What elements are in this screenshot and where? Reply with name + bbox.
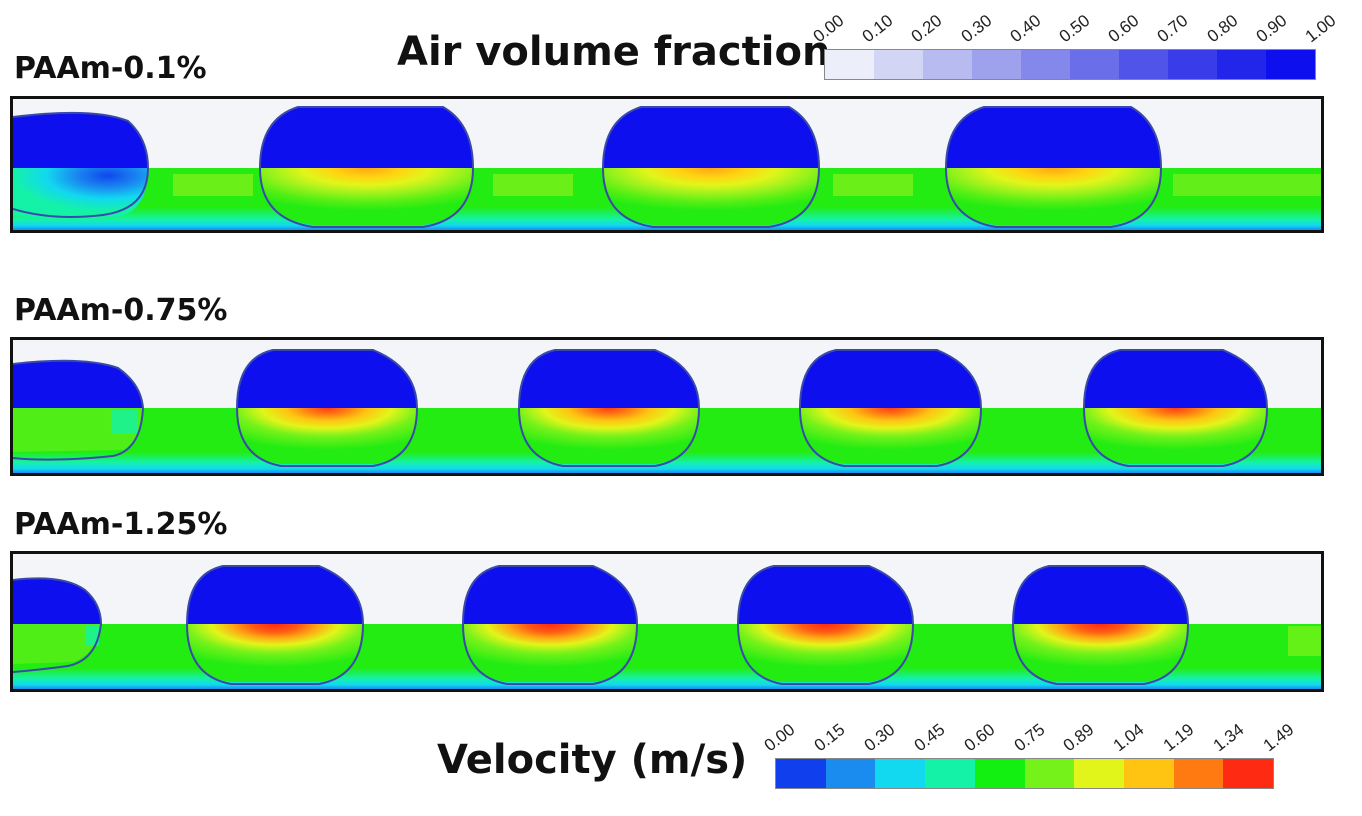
air-volume-fraction-swatch (1070, 50, 1119, 79)
air-volume-fraction-tick-label: 0.20 (908, 10, 946, 47)
air-volume-fraction-tick-label: 0.80 (1203, 10, 1242, 47)
air-volume-fraction-swatch (874, 50, 923, 79)
air-volume-fraction-tick-label: 0.60 (1104, 10, 1143, 47)
simulation-panel-paam-0-1 (10, 96, 1324, 233)
air-volume-fraction-tick-label: 0.40 (1006, 10, 1045, 47)
air-volume-fraction-swatch (1119, 50, 1168, 79)
velocity-tick-label: 1.04 (1109, 719, 1148, 756)
air-volume-fraction-swatch (1168, 50, 1217, 79)
velocity-tick-label: 0.30 (860, 719, 899, 756)
velocity-colorbar (775, 758, 1274, 789)
air-volume-fraction-tick-label: 0.50 (1055, 10, 1094, 47)
air-volume-fraction-title: Air volume fraction (397, 29, 831, 75)
velocity-tick-label: 0.89 (1060, 719, 1098, 756)
velocity-swatch (875, 759, 926, 788)
air-volume-fraction-swatch (1217, 50, 1266, 79)
panel-label-paam-0-75: PAAm-0.75% (14, 293, 228, 328)
air-volume-fraction-swatch (1021, 50, 1070, 79)
air-volume-fraction-colorbar (824, 49, 1316, 80)
velocity-swatch (776, 759, 826, 788)
velocity-tick-label: 0.45 (910, 719, 949, 756)
air-volume-fraction-tick-label: 0.90 (1252, 10, 1291, 47)
velocity-swatch (1024, 759, 1075, 788)
velocity-tick-label: 1.19 (1159, 719, 1198, 756)
velocity-tick-label: 1.34 (1209, 719, 1248, 756)
air-volume-fraction-swatch (1266, 50, 1315, 79)
velocity-swatch (1173, 759, 1224, 788)
air-volume-fraction-swatch (972, 50, 1021, 79)
air-volume-fraction-tick-label: 0.10 (858, 10, 897, 47)
velocity-tick-label: 0.60 (960, 719, 999, 756)
air-volume-fraction-tick-label: 0.70 (1154, 10, 1192, 47)
panel-label-paam-1-25: PAAm-1.25% (14, 507, 228, 542)
air-volume-fraction-tick-label: 0.30 (957, 10, 996, 47)
air-volume-fraction-tick-label: 1.00 (1301, 10, 1340, 47)
velocity-tick-label: 0.75 (1010, 719, 1048, 756)
velocity-tick-label: 1.49 (1259, 719, 1298, 756)
velocity-title: Velocity (m/s) (437, 737, 748, 783)
panel-label-paam-0-1: PAAm-0.1% (14, 51, 207, 86)
air-volume-fraction-swatch (825, 50, 874, 79)
air-volume-fraction-swatch (923, 50, 972, 79)
velocity-swatch (1123, 759, 1174, 788)
velocity-tick-label: 0.00 (760, 719, 799, 756)
velocity-swatch (925, 759, 975, 788)
velocity-swatch (974, 759, 1025, 788)
velocity-swatch (1074, 759, 1124, 788)
velocity-swatch (1223, 759, 1274, 788)
velocity-tick-label: 0.15 (810, 719, 849, 756)
simulation-panel-paam-1-25 (10, 551, 1324, 692)
velocity-swatch (825, 759, 876, 788)
simulation-panel-paam-0-75 (10, 337, 1324, 476)
